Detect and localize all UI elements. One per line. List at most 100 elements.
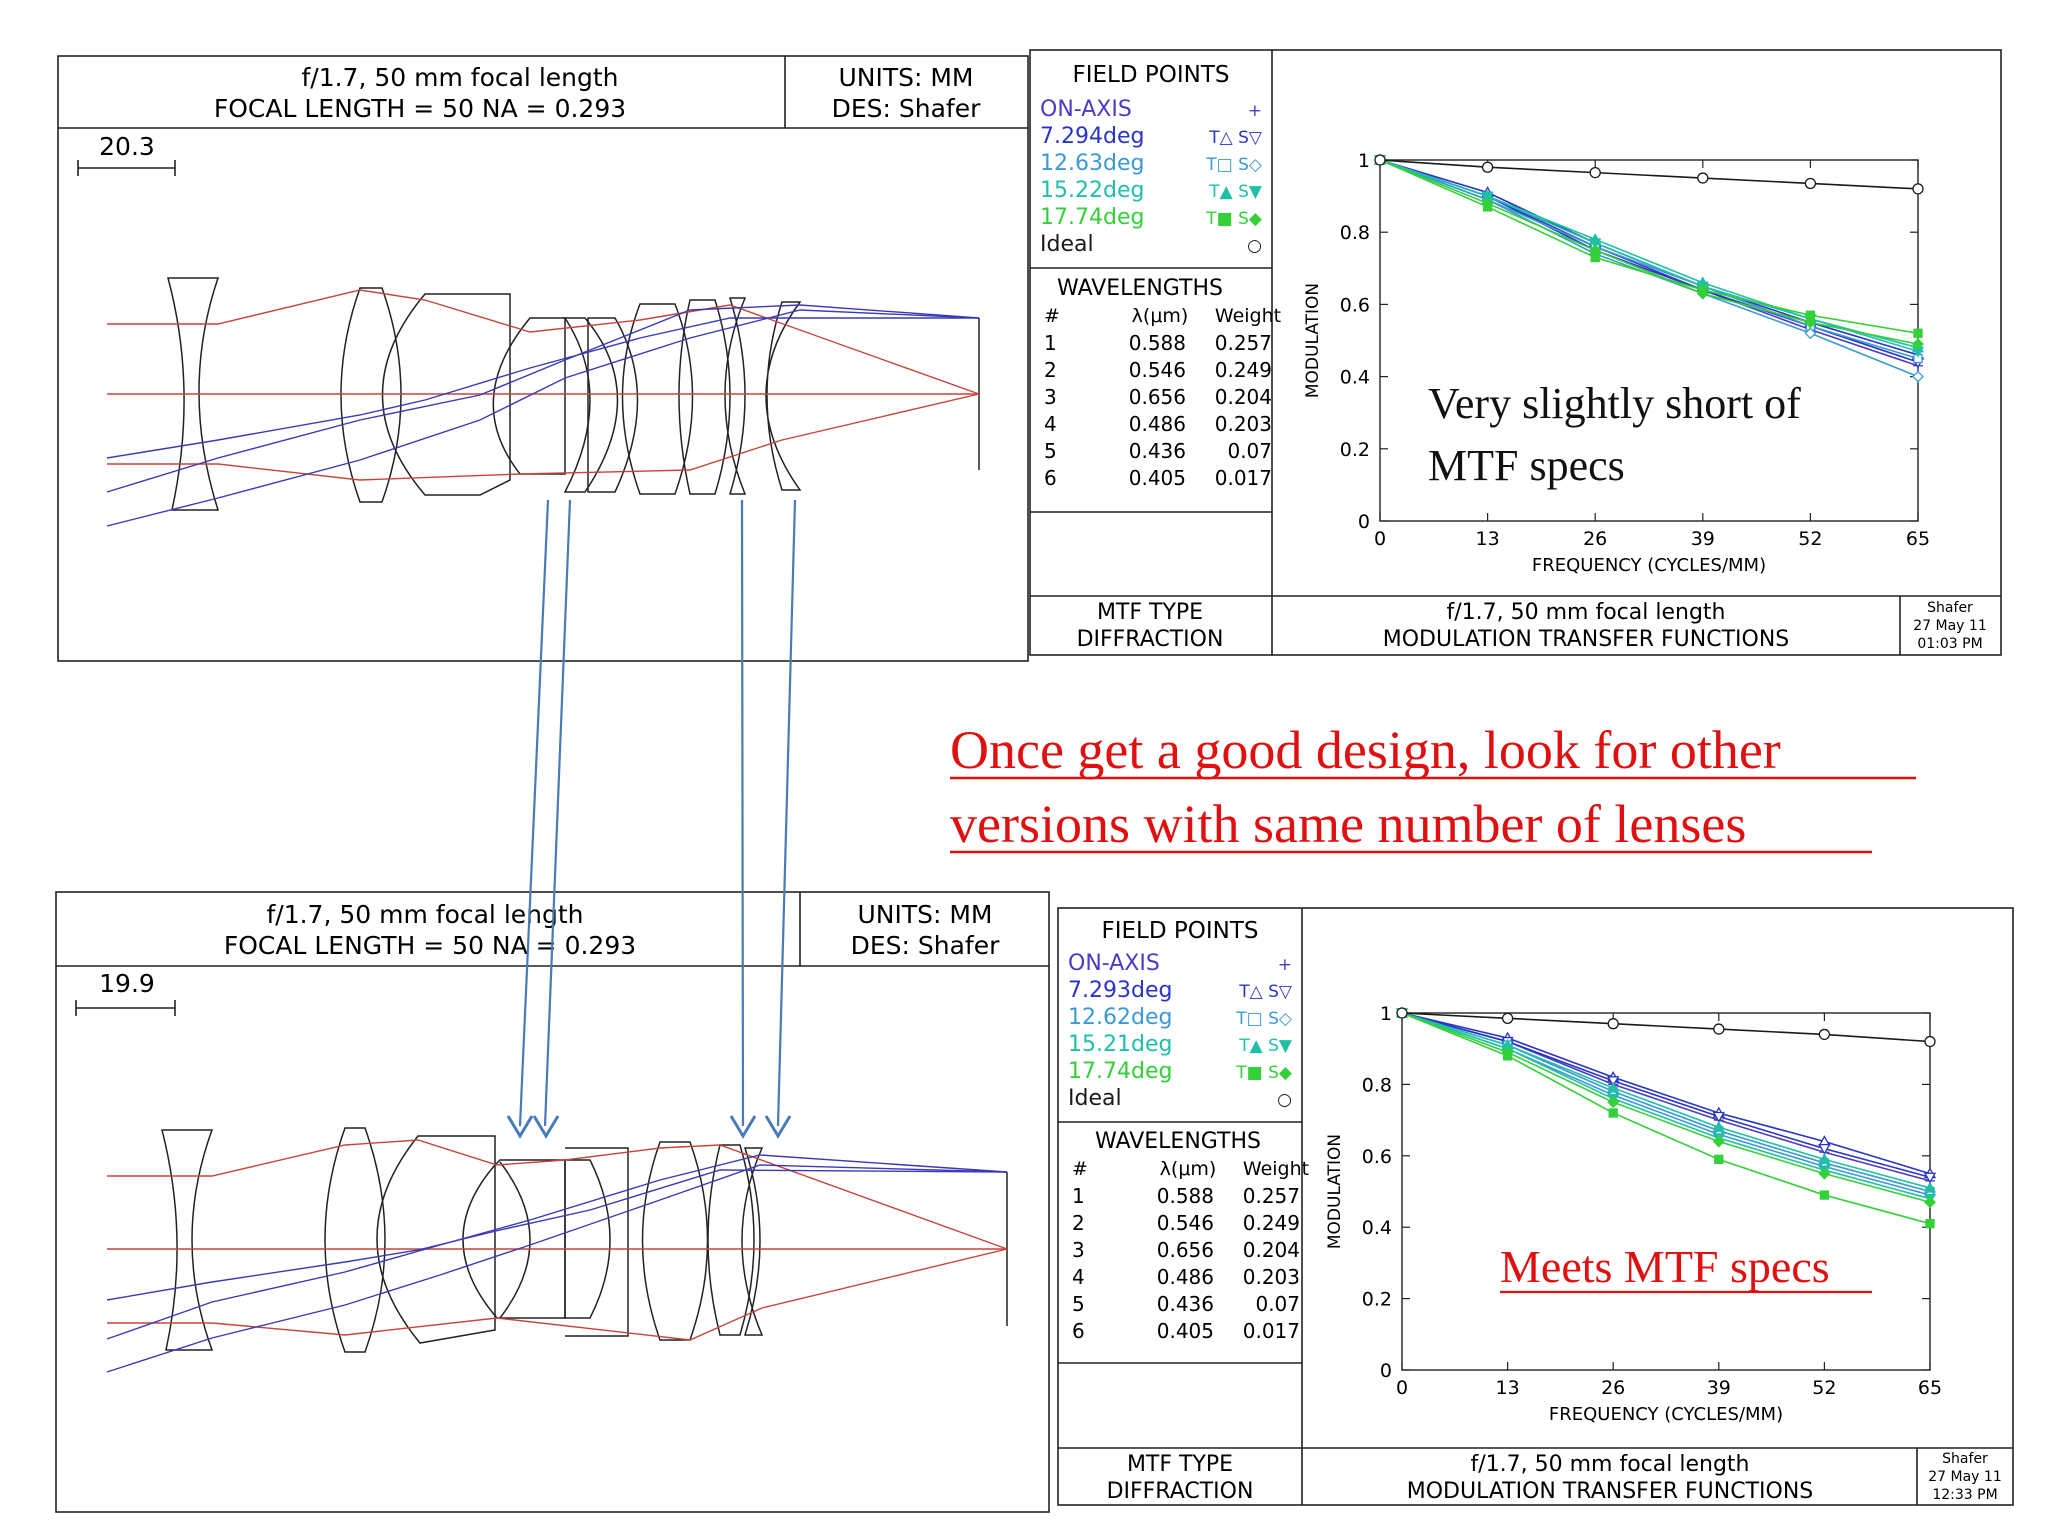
field-point-label: 17.74deg <box>1040 205 1144 230</box>
data-point <box>1712 1120 1725 1132</box>
wavelength-cell: 0.405 <box>1157 1319 1214 1343</box>
top-lens-elements <box>167 277 802 511</box>
field-point-markers: + <box>1248 101 1262 121</box>
bottom-layout-subtitle: FOCAL LENGTH = 50 NA = 0.293 <box>224 931 636 960</box>
data-point <box>1501 1046 1514 1059</box>
data-point <box>1712 1111 1725 1123</box>
wavelength-cell: 0.204 <box>1243 1238 1300 1262</box>
wavelength-cell: 6 <box>1072 1319 1085 1343</box>
field-point-markers: T△ S▽ <box>1208 128 1263 148</box>
data-point <box>1589 166 1601 179</box>
bottom-layout-panel: f/1.7, 50 mm focal length FOCAL LENGTH =… <box>55 891 1050 1513</box>
top-layout-subtitle: FOCAL LENGTH = 50 NA = 0.293 <box>214 94 626 123</box>
data-point <box>1481 191 1494 203</box>
bottom-chief-rays <box>106 1154 1008 1373</box>
field-point-label: ON-AXIS <box>1068 951 1160 976</box>
x-tick-label: 52 <box>1812 1377 1836 1399</box>
bottom-wavelengths-header: WAVELENGTHS <box>1095 1129 1261 1154</box>
field-point-markers: T■ S◆ <box>1205 209 1263 229</box>
wavelength-cell: 0.07 <box>1255 1292 1300 1316</box>
bottom-mtf-chart: 0 0.2 0.4 0.6 0.8 1 0 13 26 39 52 65 FREQUENCY (CYCL… <box>1325 1003 1942 1425</box>
bottom-scale-label: 19.9 <box>99 969 155 998</box>
field-point-label: 15.22deg <box>1040 178 1144 203</box>
field-point-markers: + <box>1278 955 1292 975</box>
top-field-points-header: FIELD POINTS <box>1073 62 1230 88</box>
wavelength-cell: 0.204 <box>1215 385 1272 409</box>
wavelength-cell: 0.486 <box>1157 1265 1214 1289</box>
y-tick-label: 0.8 <box>1362 1074 1392 1096</box>
data-point <box>1501 1012 1514 1025</box>
data-point <box>1481 161 1494 173</box>
data-point <box>1607 1081 1620 1093</box>
data-point <box>1923 1172 1937 1184</box>
wavelength-cell: 3 <box>1044 385 1057 409</box>
bottom-designer-label: DES: Shafer <box>851 931 1001 960</box>
field-point-label: 12.63deg <box>1040 151 1144 176</box>
data-point <box>1714 1154 1724 1165</box>
field-point-markers: ○ <box>1277 1090 1292 1110</box>
field-point-markers: T△ S▽ <box>1238 982 1293 1002</box>
top-layout-title: f/1.7, 50 mm focal length <box>301 63 618 92</box>
x-tick-label: 0 <box>1374 528 1386 550</box>
x-tick-label: 13 <box>1476 528 1500 550</box>
bottom-scale-bar <box>75 1000 176 1016</box>
top-mtf-type-label: MTF TYPE <box>1097 600 1203 625</box>
wavelength-cell: 0.546 <box>1157 1211 1214 1235</box>
wavelength-cell: 0.249 <box>1243 1211 1300 1235</box>
wavelength-cell: 0.257 <box>1243 1184 1300 1208</box>
bottom-units-label: UNITS: MM <box>857 900 992 929</box>
top-marginal-rays <box>107 289 980 481</box>
headline-line2: versions with same number of lenses <box>950 794 1746 854</box>
wavelength-cell: 4 <box>1072 1265 1085 1289</box>
top-stamp-time: 01:03 PM <box>1917 636 1982 652</box>
y-tick-label: 0.4 <box>1340 367 1370 389</box>
wavelength-cell: 3 <box>1072 1238 1085 1262</box>
wavelength-cell: 1 <box>1044 331 1057 355</box>
wavelength-cell: 1 <box>1072 1184 1085 1208</box>
top-wavelengths-table: # λ(μm) Weight 1 0.588 0.257 2 0.546 0.249 3 0.656… <box>1044 305 1281 490</box>
bottom-stamp-date: 27 May 11 <box>1928 1469 2001 1485</box>
bottom-layout-title: f/1.7, 50 mm focal length <box>266 900 583 929</box>
top-annotation-line2: MTF specs <box>1428 441 1625 490</box>
top-wavelengths-header: WAVELENGTHS <box>1057 276 1223 301</box>
bottom-mtf-footer-title: f/1.7, 50 mm focal length <box>1471 1452 1750 1477</box>
data-point <box>1924 1196 1936 1209</box>
x-tick-label: 39 <box>1691 528 1715 550</box>
field-point-markers: T□ S◇ <box>1235 1009 1293 1029</box>
x-tick-label: 52 <box>1798 528 1822 550</box>
field-point-label: 15.21deg <box>1068 1032 1172 1057</box>
field-point-markers: ○ <box>1247 236 1262 256</box>
top-designer-label: DES: Shafer <box>832 94 982 123</box>
wavelength-column-header: λ(μm) <box>1160 1158 1217 1180</box>
field-point-label: 7.293deg <box>1068 978 1172 1003</box>
wavelength-cell: 2 <box>1072 1211 1085 1235</box>
data-point <box>1818 1153 1831 1165</box>
data-point <box>1696 287 1709 300</box>
y-tick-label: 1 <box>1358 150 1370 172</box>
wavelength-column-header: Weight <box>1215 305 1281 327</box>
headline: Once get a good design, look for other v… <box>950 720 1916 854</box>
top-stamp-date: 27 May 11 <box>1913 618 1986 634</box>
x-tick-label: 26 <box>1601 1377 1625 1399</box>
field-point-label: 7.294deg <box>1040 124 1144 149</box>
top-annotation-line1: Very slightly short of <box>1428 379 1801 428</box>
bottom-lens-elements <box>161 1127 764 1353</box>
mtf-series-line <box>1379 159 1919 190</box>
mtf-series-line <box>1379 159 1919 345</box>
data-point <box>1818 1167 1831 1180</box>
y-tick-label: 0.2 <box>1362 1289 1392 1311</box>
wavelength-cell: 0.405 <box>1129 466 1186 490</box>
bottom-mtf-type-label: MTF TYPE <box>1127 1452 1233 1477</box>
mtf-series-line <box>1401 1012 1931 1203</box>
mtf-series-line <box>1401 1012 1931 1175</box>
data-point <box>1912 370 1924 383</box>
wavelength-column-header: # <box>1072 1158 1088 1180</box>
wavelength-cell: 5 <box>1044 439 1057 463</box>
y-tick-label: 0 <box>1380 1360 1392 1382</box>
plot-frame <box>1401 1012 1931 1371</box>
data-point <box>1804 316 1817 329</box>
field-point-markers: T▲ S▼ <box>1238 1036 1293 1056</box>
y-axis-label: MODULATION <box>1303 283 1323 398</box>
y-tick-label: 0.2 <box>1340 439 1370 461</box>
data-point <box>1924 1035 1936 1048</box>
